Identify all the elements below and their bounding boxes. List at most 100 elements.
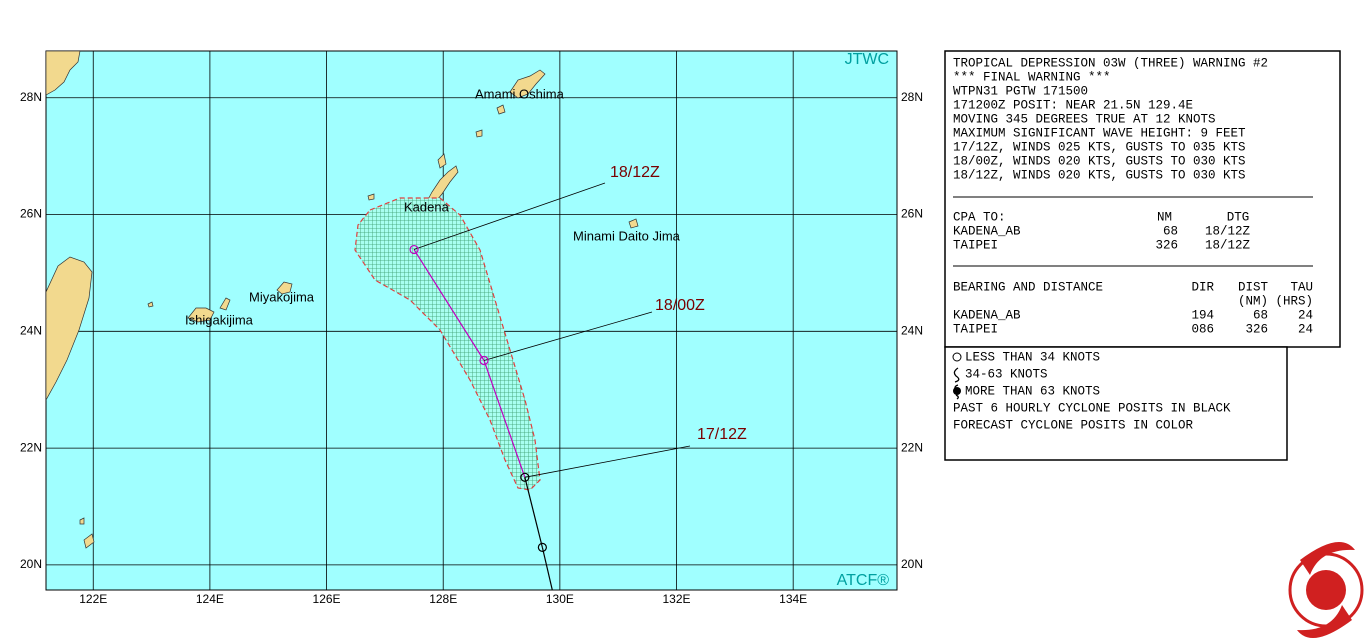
- time-label: 17/12Z: [697, 426, 747, 443]
- bearing-cell: 24: [1298, 322, 1313, 336]
- track-point: [479, 355, 489, 366]
- islet: [79, 517, 85, 525]
- place-label: Minami Daito Jima: [573, 228, 681, 243]
- bearing-cell: 68: [1253, 308, 1268, 322]
- legend-line: PAST 6 HOURLY CYCLONE POSITS IN BLACK: [953, 401, 1231, 415]
- warning-line: 18/00Z, WINDS 020 KTS, GUSTS TO 030 KTS: [953, 154, 1246, 168]
- time-label: 18/12Z: [610, 164, 660, 181]
- bearing-cell: TAIPEI: [953, 322, 998, 336]
- cpa-cell: 326: [1155, 238, 1178, 252]
- cpa-header: NM: [1157, 210, 1172, 224]
- cpa-cell: 68: [1163, 224, 1178, 238]
- islet: [367, 193, 375, 201]
- bearing-unit: (HRS): [1275, 294, 1313, 308]
- callout-line: [483, 311, 653, 361]
- bearing-cell: 194: [1191, 308, 1214, 322]
- track-point: [555, 613, 563, 621]
- lon-tick-label: 128E: [429, 592, 457, 606]
- islet: [475, 129, 483, 138]
- bearing-cell: 086: [1191, 322, 1214, 336]
- place-label: Ishigakijima: [185, 312, 254, 327]
- legend-line: LESS THAN 34 KNOTS: [965, 350, 1100, 364]
- jtwc-logo: [1288, 542, 1364, 638]
- ishigaki: [187, 307, 215, 323]
- warning-line: MAXIMUM SIGNIFICANT WAVE HEIGHT: 9 FEET: [953, 126, 1246, 140]
- islet: [219, 297, 231, 311]
- lat-tick-label: 20N: [901, 557, 923, 571]
- bearing-unit: (NM): [1238, 294, 1268, 308]
- logo-swirl: [1297, 605, 1352, 638]
- taiwan: [46, 256, 93, 401]
- legend-icon: [952, 352, 962, 362]
- lat-tick-label: 26N: [20, 207, 42, 221]
- bearing-header: DIST: [1238, 280, 1269, 294]
- lat-tick-label: 22N: [20, 440, 42, 454]
- lon-tick-label: 122E: [79, 592, 107, 606]
- callout-line: [413, 182, 606, 250]
- islet: [496, 104, 506, 115]
- warning-line: WTPN31 PGTW 171500: [953, 84, 1088, 98]
- place-label: Miyakojima: [249, 289, 315, 304]
- warning-line: MOVING 345 DEGREES TRUE AT 12 KNOTS: [953, 112, 1216, 126]
- track-point: [520, 472, 530, 482]
- legend-line: MORE THAN 63 KNOTS: [965, 384, 1100, 398]
- warning-line: *** FINAL WARNING ***: [953, 70, 1111, 84]
- track-point: [537, 542, 547, 552]
- land: [46, 51, 639, 549]
- lon-tick-label: 124E: [196, 592, 224, 606]
- track-line: [524, 477, 543, 548]
- lat-tick-label: 26N: [901, 207, 923, 221]
- lon-tick-label: 132E: [663, 592, 691, 606]
- legend-icon: [954, 384, 959, 400]
- track-point: [409, 244, 419, 255]
- legend-icon: [953, 367, 960, 383]
- amami: [509, 69, 546, 99]
- bearing-header: DIR: [1191, 280, 1214, 294]
- bearing-header: TAU: [1290, 280, 1313, 294]
- lon-tick-label: 126E: [313, 592, 341, 606]
- cpa-cell: 18/12Z: [1205, 238, 1251, 252]
- legend-panel: [944, 346, 1288, 461]
- lat-tick-label: 24N: [20, 323, 42, 337]
- kyushu: [46, 51, 81, 96]
- warning-panel: [944, 50, 1341, 348]
- cpa-header: CPA TO:: [953, 210, 1006, 224]
- bearing-cell: 326: [1245, 322, 1268, 336]
- islet: [147, 301, 154, 308]
- lat-tick-label: 24N: [901, 323, 923, 337]
- warning-line: TROPICAL DEPRESSION 03W (THREE) WARNING …: [953, 56, 1268, 70]
- lat-tick-label: 22N: [901, 440, 923, 454]
- place-label: Kadena: [404, 199, 450, 214]
- credit: JTWC: [845, 51, 889, 68]
- track-line: [483, 360, 526, 478]
- islet: [437, 153, 447, 169]
- track: 17/12Z 18/00Z 18/12Z: [409, 164, 747, 621]
- warning-line: 17/12Z, WINDS 025 KTS, GUSTS TO 035 KTS: [953, 140, 1246, 154]
- callout-line: [524, 445, 691, 478]
- legend: LESS THAN 34 KNOTS 34-63 KNOTS MORE THAN 6…: [953, 350, 1231, 432]
- lon-tick-label: 134E: [779, 592, 807, 606]
- lat-tick-label: 28N: [901, 90, 923, 104]
- cpa-cell: TAIPEI: [953, 238, 998, 252]
- track-line: [541, 547, 553, 590]
- credit: ATCF®: [837, 572, 890, 589]
- danger-area: [354, 197, 541, 491]
- logo-swirl: [1300, 542, 1355, 575]
- lat-tick-label: 20N: [20, 557, 42, 571]
- cpa-header: DTG: [1227, 210, 1250, 224]
- place-label: Amami Oshima: [475, 86, 565, 101]
- warning-line: 18/12Z, WINDS 020 KTS, GUSTS TO 030 KTS: [953, 168, 1246, 182]
- bearing-header: BEARING AND DISTANCE: [953, 280, 1103, 294]
- warning-text: TROPICAL DEPRESSION 03W (THREE) WARNING …: [953, 56, 1313, 336]
- warning-line: 171200Z POSIT: NEAR 21.5N 129.4E: [953, 98, 1193, 112]
- track-line: [413, 249, 485, 361]
- lat-tick-label: 28N: [20, 90, 42, 104]
- legend-line: 34-63 KNOTS: [965, 367, 1048, 381]
- miyako: [276, 281, 293, 295]
- time-label: 18/00Z: [655, 297, 705, 314]
- logo-center: [1306, 570, 1346, 610]
- minami-daito: [628, 218, 639, 229]
- cpa-cell: 18/12Z: [1205, 224, 1251, 238]
